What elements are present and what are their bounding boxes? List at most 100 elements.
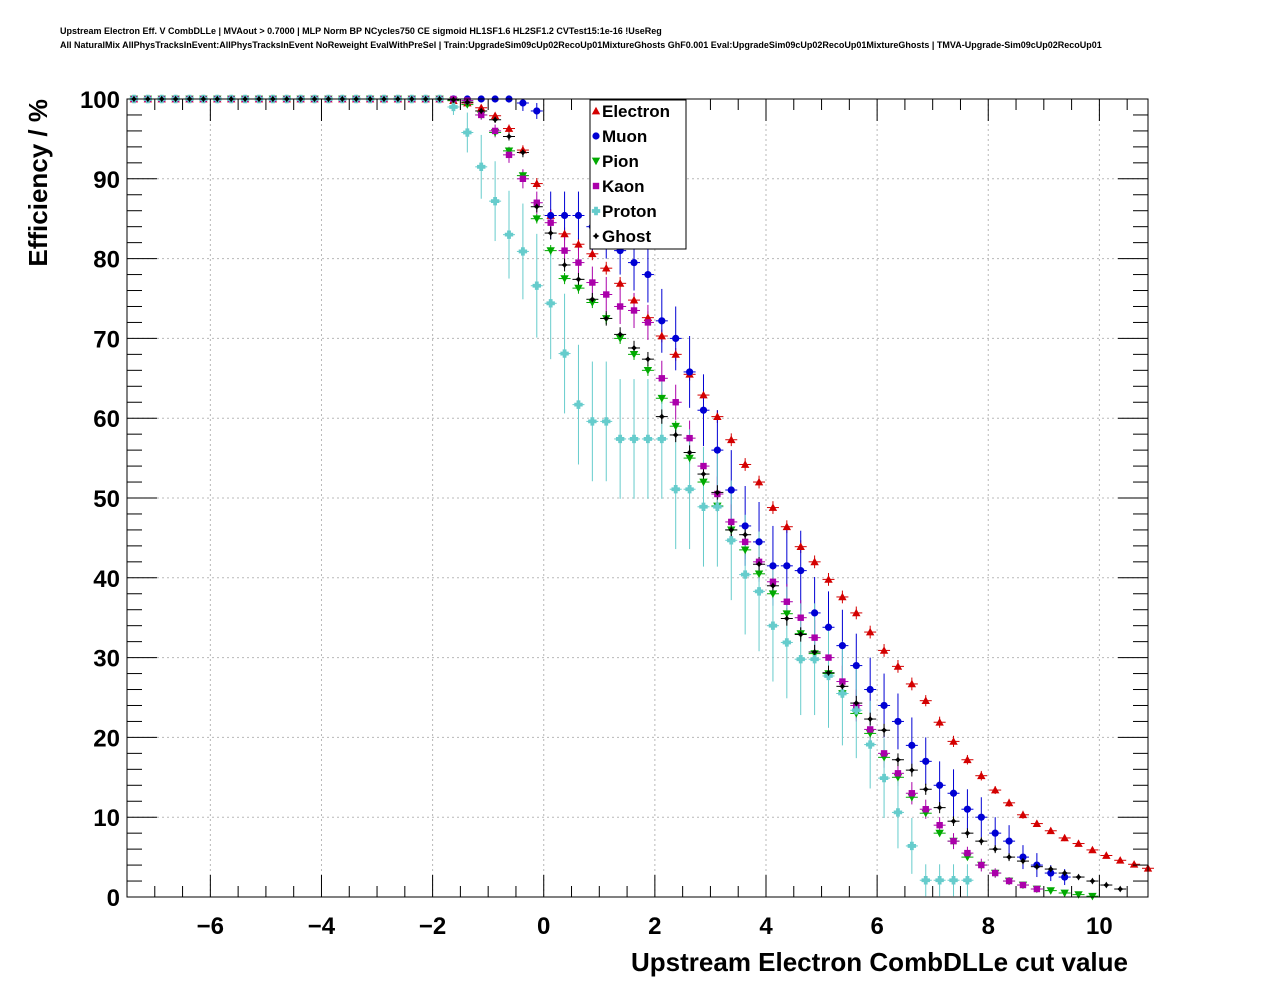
data-point-kaon	[797, 614, 804, 621]
data-point-ghost	[769, 582, 777, 590]
data-point-proton	[574, 400, 583, 409]
legend-marker-muon	[592, 132, 600, 140]
data-point-ghost	[658, 413, 666, 421]
data-point-proton	[490, 196, 500, 206]
data-point-ghost	[991, 845, 999, 853]
data-point-proton	[782, 638, 792, 647]
data-point-proton	[602, 417, 611, 426]
data-point-pion	[560, 275, 569, 283]
data-point-kaon	[478, 111, 485, 119]
data-point-ghost	[866, 715, 874, 723]
data-point-ghost	[950, 817, 957, 825]
data-point-electron	[643, 313, 653, 322]
data-point-ghost	[616, 331, 624, 338]
data-point-electron	[1046, 826, 1055, 835]
data-point-ghost	[713, 489, 721, 496]
x-tick-label: −4	[308, 913, 336, 940]
data-point-ghost	[1019, 857, 1027, 865]
data-point-ghost	[977, 837, 985, 845]
chart-title-line-2: All NaturalMix AllPhysTracksInEvent:AllP…	[60, 40, 1102, 50]
data-point-electron	[754, 477, 764, 486]
data-point-kaon	[547, 219, 554, 226]
data-point-electron	[796, 542, 805, 551]
data-point-proton	[921, 876, 930, 885]
data-point-kaon	[894, 770, 902, 777]
data-point-kaon	[630, 307, 638, 314]
data-point-ghost	[588, 295, 596, 303]
x-tick-labels: −6 −4 −2 0 2 4 6 8 10	[197, 913, 1113, 940]
data-point-electron	[824, 575, 833, 583]
data-point-electron	[963, 755, 972, 764]
data-point-kaon	[658, 375, 666, 382]
data-point-muon	[1005, 837, 1013, 845]
data-point-electron	[657, 331, 667, 340]
data-point-kaon	[672, 399, 679, 406]
data-point-kaon	[1005, 877, 1013, 885]
data-point-muon	[672, 334, 680, 342]
data-point-pion	[1074, 891, 1083, 899]
data-point-electron	[768, 503, 778, 511]
data-point-electron	[907, 679, 917, 688]
data-point-muon	[991, 829, 999, 837]
data-point-electron	[852, 608, 861, 617]
data-point-kaon	[783, 598, 791, 605]
data-point-muon	[824, 623, 833, 631]
y-axis-title: Efficiency / %	[23, 99, 53, 267]
y-tick-label: 30	[93, 646, 120, 673]
x-tick-label: 2	[648, 913, 661, 940]
data-point-muon	[519, 99, 527, 107]
data-point-kaon	[603, 291, 610, 298]
data-point-kaon	[950, 837, 957, 845]
data-point-electron	[990, 785, 1000, 794]
legend-marker-ghost	[592, 232, 600, 240]
data-point-muon	[894, 717, 902, 726]
data-point-proton	[671, 485, 680, 494]
data-point-ghost	[686, 449, 693, 456]
data-point-muon	[699, 406, 708, 414]
data-point-proton	[852, 706, 861, 715]
data-point-kaon	[686, 434, 693, 442]
data-point-proton	[643, 434, 653, 444]
data-point-muon	[908, 741, 916, 749]
data-point-electron	[879, 646, 889, 654]
data-point-electron	[1129, 860, 1139, 868]
legend-label-proton: Proton	[602, 202, 657, 221]
data-point-electron	[893, 662, 903, 670]
legend-label-kaon: Kaon	[602, 177, 645, 196]
data-point-electron	[1116, 856, 1125, 864]
data-point-proton	[893, 808, 903, 817]
data-point-proton	[740, 570, 750, 579]
data-point-muon	[963, 805, 972, 813]
data-point-ghost	[547, 229, 555, 237]
y-tick-label: 40	[93, 566, 120, 593]
data-point-proton	[713, 502, 722, 511]
y-tick-label: 90	[93, 167, 120, 194]
data-point-muon	[741, 522, 749, 530]
data-point-electron	[477, 103, 486, 112]
data-point-proton	[865, 740, 875, 749]
data-point-muon	[783, 562, 791, 570]
x-tick-label: 4	[759, 913, 773, 940]
data-point-muon	[533, 107, 541, 115]
data-point-kaon	[1033, 885, 1041, 893]
data-point-ghost	[575, 275, 582, 283]
data-point-electron	[949, 737, 958, 745]
data-point-pion	[754, 570, 764, 579]
x-tick-label: 8	[982, 913, 995, 940]
y-tick-label: 50	[93, 486, 120, 513]
data-point-pion	[699, 478, 708, 487]
data-point-muon	[1047, 869, 1055, 877]
data-point-pion	[671, 422, 680, 431]
data-point-proton	[449, 102, 458, 112]
data-point-electron	[629, 295, 639, 304]
data-point-kaon	[728, 518, 735, 526]
data-point-proton	[532, 281, 541, 290]
axis-ticks	[127, 98, 1148, 898]
legend-marker-proton	[591, 206, 601, 216]
y-tick-label: 0	[107, 885, 120, 912]
legend-marker-pion	[591, 157, 601, 166]
data-point-pion	[546, 247, 555, 255]
data-point-muon	[797, 567, 805, 575]
data-point-kaon	[700, 462, 707, 470]
data-point-kaon	[978, 861, 985, 869]
